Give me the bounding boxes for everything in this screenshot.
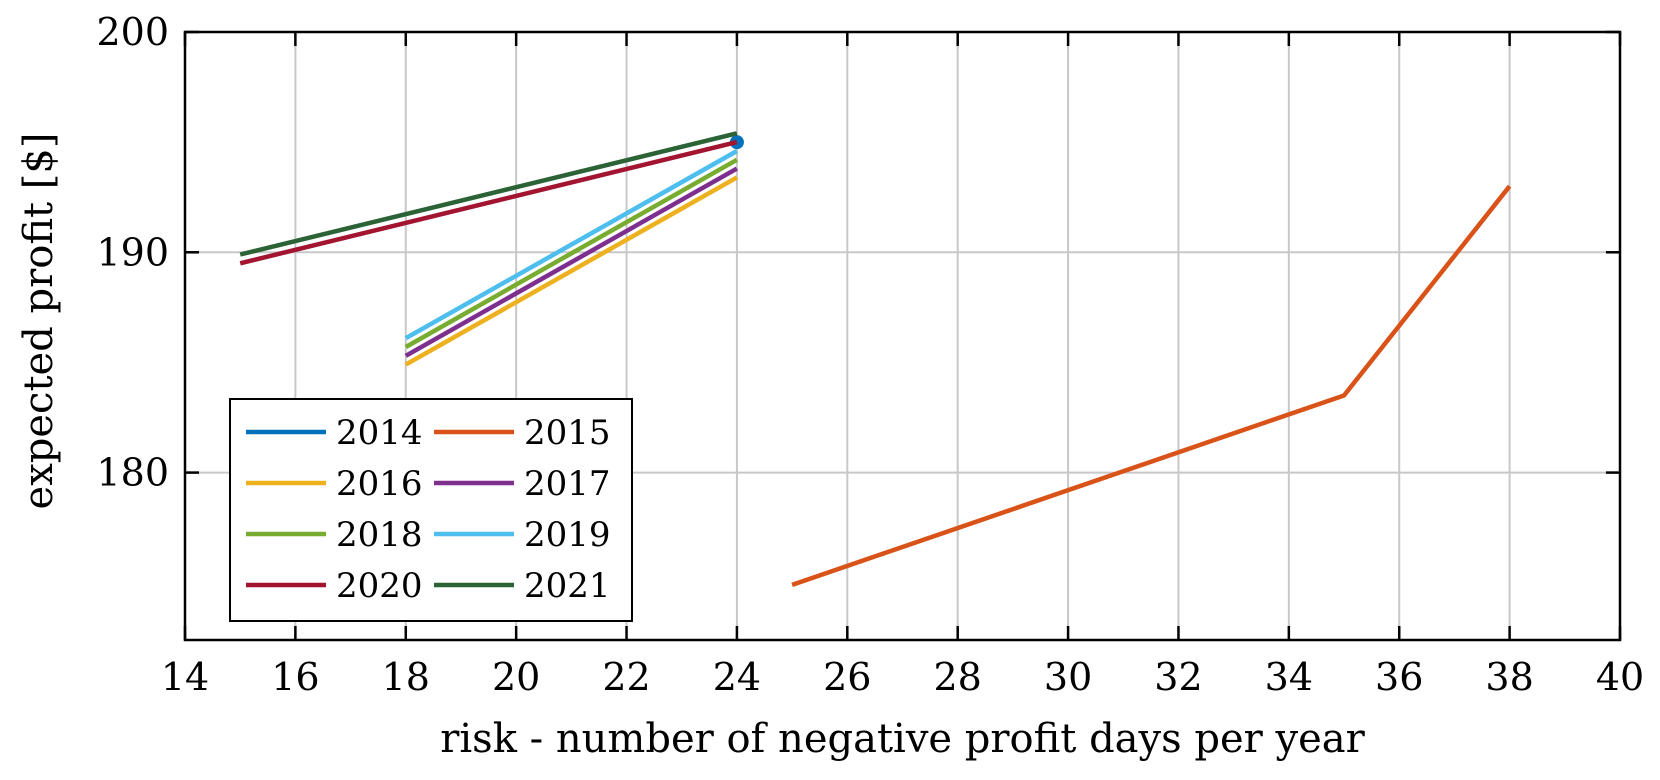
legend-label-2015: 2015 xyxy=(524,413,611,453)
series-line-2020 xyxy=(239,139,738,266)
x-tick-label: 24 xyxy=(713,655,761,699)
series-line-2021 xyxy=(239,131,738,257)
x-tick-label: 38 xyxy=(1485,655,1533,699)
x-tick-label: 30 xyxy=(1044,655,1092,699)
x-tick-label: 16 xyxy=(271,655,319,699)
legend-label-2018: 2018 xyxy=(336,515,423,555)
x-tick-label: 14 xyxy=(161,655,209,699)
series-line-2015 xyxy=(791,184,1512,588)
legend-label-2020: 2020 xyxy=(336,566,423,606)
series-point-2014 xyxy=(729,135,744,150)
y-tick-label: 180 xyxy=(96,451,169,495)
x-tick-label: 28 xyxy=(934,655,982,699)
y-tick-label: 190 xyxy=(96,230,169,274)
x-tick-label: 20 xyxy=(492,655,540,699)
series-lines xyxy=(239,131,1512,588)
ticks: 14 16 18 20 22 24 26 28 30 32 34 36 38 40 180 190 200 xyxy=(96,10,1644,699)
series-line-2017 xyxy=(404,166,739,358)
series-line-2018 xyxy=(404,157,739,349)
x-axis-label: risk - number of negative profit days pe… xyxy=(440,716,1365,762)
legend-label-2021: 2021 xyxy=(524,566,611,606)
y-axis-label: expected profit [$] xyxy=(16,133,62,510)
grid xyxy=(185,32,1620,640)
legend-label-2014: 2014 xyxy=(336,413,423,453)
x-tick-label: 22 xyxy=(602,655,650,699)
series-line-2016 xyxy=(404,175,739,367)
x-tick-label: 32 xyxy=(1154,655,1202,699)
legend-label-2019: 2019 xyxy=(524,515,611,555)
legend: 2014 2015 2016 2017 2018 2019 2020 2021 xyxy=(229,398,633,622)
axis-labels: risk - number of negative profit days pe… xyxy=(16,133,1366,762)
plot-frame xyxy=(183,30,1622,642)
y-tick-label: 200 xyxy=(96,10,169,54)
series-line-2019 xyxy=(404,149,739,341)
legend-label-2017: 2017 xyxy=(524,464,611,504)
x-tick-label: 26 xyxy=(823,655,871,699)
x-tick-label: 18 xyxy=(382,655,430,699)
legend-label-2016: 2016 xyxy=(336,464,423,504)
x-tick-label: 34 xyxy=(1265,655,1313,699)
x-tick-label: 40 xyxy=(1596,655,1644,699)
x-tick-label: 36 xyxy=(1375,655,1423,699)
